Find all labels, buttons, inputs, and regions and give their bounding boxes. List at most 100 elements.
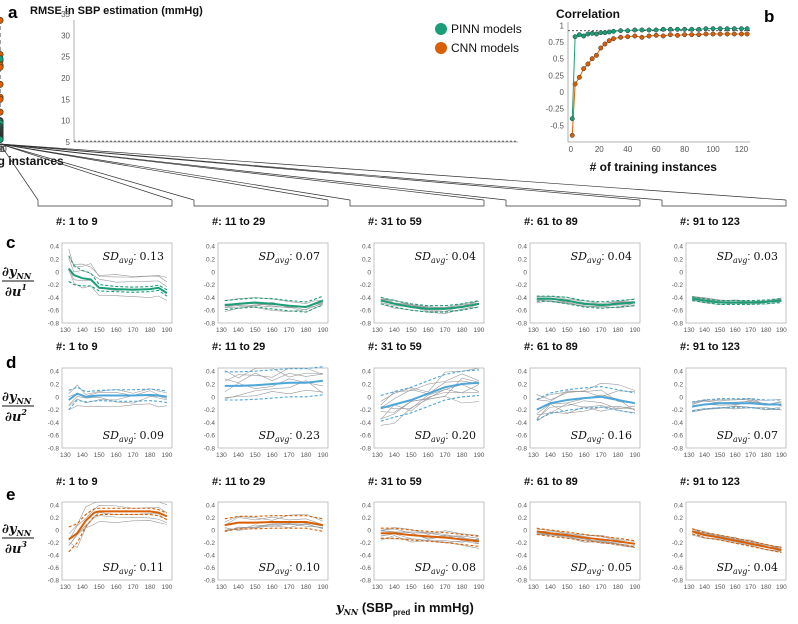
plot-frame [217, 242, 329, 324]
sensitivity-panel-d-3: #: 31 to 59 -0.8 -0.6 -0.4 -0.2 0 0.2 0.4 130 140… [360, 341, 485, 459]
sensitivity-panel-c-5: #: 91 to 123 -0.8 -0.6 -0.4 -0.2 0 0.2 0.4 130 14… [672, 216, 787, 334]
group-title: #: 61 to 89 [524, 216, 578, 228]
legend-cnn-marker [435, 42, 447, 54]
x-tick: 150 [562, 452, 573, 459]
y-tick: -0.6 [516, 565, 528, 572]
y-tick: -0.8 [204, 321, 216, 328]
y-tick: 0.4 [518, 369, 527, 376]
y-tick: -0.6 [516, 433, 528, 440]
x-tick: 190 [161, 584, 172, 591]
y-tick-b: 0 [560, 88, 565, 97]
sd-subscript: avg [587, 567, 601, 576]
sd-subscript: avg [733, 567, 747, 576]
y-tick: -0.6 [360, 433, 372, 440]
y-tick: 0 [55, 528, 59, 535]
sd-band-line [380, 537, 479, 547]
plot-frame [685, 367, 787, 449]
group-title: #: 91 to 123 [680, 341, 740, 353]
x-tick: 150 [94, 327, 105, 334]
individual-model-curve [224, 297, 323, 304]
mean-curve [68, 392, 168, 401]
x-tick: 170 [440, 327, 451, 334]
sensitivity-panel-c-3: #: 31 to 59 -0.8 -0.6 -0.4 -0.2 0 0.2 0.4 130 140… [360, 216, 485, 334]
plot-frame [61, 367, 173, 449]
data-point-b [589, 56, 595, 62]
group-bracket [349, 200, 485, 207]
x-tick-b: 120 [735, 145, 749, 154]
x-tick: 180 [613, 452, 624, 459]
y-tick: 0 [679, 528, 683, 535]
data-point-b [646, 33, 652, 39]
x-tick-b: 20 [595, 145, 604, 154]
series-line-b [571, 33, 748, 136]
sd-annotation: SDavg: 0.10 [259, 561, 320, 576]
panel-letter-e: e [6, 485, 15, 504]
x-tick: 150 [562, 584, 573, 591]
x-tick: 190 [161, 452, 172, 459]
x-tick-a: 60 [0, 145, 5, 154]
individual-model-curve [224, 389, 323, 398]
sensitivity-grid: c∂yNN∂u1#: 1 to 9-0.8-0.6-0.4-0.200.20.4… [2, 216, 787, 591]
sensitivity-panel-c-2: #: 11 to 29 -0.8 -0.6 -0.4 -0.2 0 0.2 0.4 130 140… [204, 216, 329, 334]
y-tick: 0.4 [50, 244, 59, 251]
y-tick: -0.2 [360, 407, 372, 414]
data-point-b [731, 31, 737, 37]
x-tick: 170 [596, 327, 607, 334]
y-tick: -0.8 [672, 578, 684, 585]
y-tick-a: 30 [61, 31, 70, 40]
x-tick: 180 [761, 452, 772, 459]
legend-cnn-label: CNN models [451, 41, 519, 55]
sd-band-line [224, 366, 323, 373]
plot-frame [685, 242, 787, 324]
x-tick-a: 40 [0, 145, 5, 154]
y-tick: 0.2 [362, 515, 371, 522]
x-tick: 170 [284, 327, 295, 334]
x-tick: 150 [94, 452, 105, 459]
sd-symbol: SD [717, 429, 734, 442]
y-tick: -0.2 [48, 540, 60, 547]
group-title: #: 1 to 9 [56, 341, 98, 353]
zoom-connectors [0, 143, 787, 207]
x-tick: 160 [579, 327, 590, 334]
sd-band-line [224, 304, 324, 313]
sd-subscript: avg [587, 256, 601, 265]
sd-value: 0.10 [296, 561, 321, 574]
group-title: #: 31 to 59 [368, 341, 422, 353]
individual-model-curve [380, 367, 479, 402]
plot-frame [373, 367, 485, 449]
x-tick: 150 [714, 327, 725, 334]
x-tick: 140 [233, 327, 244, 334]
sd-band-line [692, 300, 782, 305]
y-tick: -0.8 [48, 578, 60, 585]
data-point-b [710, 26, 716, 32]
group-title: #: 11 to 29 [212, 341, 265, 353]
data-point-b [675, 26, 680, 32]
x-tick: 180 [145, 452, 156, 459]
individual-model-curve [68, 505, 168, 541]
y-tick: -0.4 [672, 553, 684, 560]
x-tick: 190 [776, 584, 787, 591]
x-label-a: # of training instances [0, 154, 64, 168]
individual-model-curve [68, 248, 168, 283]
individual-model-curve [68, 403, 167, 411]
plot-frame [685, 501, 787, 581]
x-tick: 190 [629, 584, 640, 591]
y-tick-b: 0.25 [548, 71, 564, 80]
y-tick: -0.8 [360, 578, 372, 585]
y-tick: -0.2 [672, 540, 684, 547]
shared-x-axis-label: yNN (SBPpred in mmHg) [335, 600, 474, 617]
sd-band-line [68, 386, 168, 393]
sd-annotation: SDavg: 0.09 [103, 429, 164, 444]
y-tick: -0.2 [360, 540, 372, 547]
y-tick: 0.2 [674, 257, 683, 264]
sd-subscript: avg [119, 435, 133, 444]
y-tick: -0.8 [204, 578, 216, 585]
plot-frame [373, 242, 485, 324]
x-tick: 140 [699, 327, 710, 334]
sd-band-line [380, 296, 480, 307]
data-point-b [611, 36, 616, 42]
sd-subscript: avg [119, 567, 133, 576]
y-tick: -0.6 [48, 433, 60, 440]
derivative-power: 3 [21, 539, 27, 549]
y-tick: 0.2 [518, 382, 527, 389]
